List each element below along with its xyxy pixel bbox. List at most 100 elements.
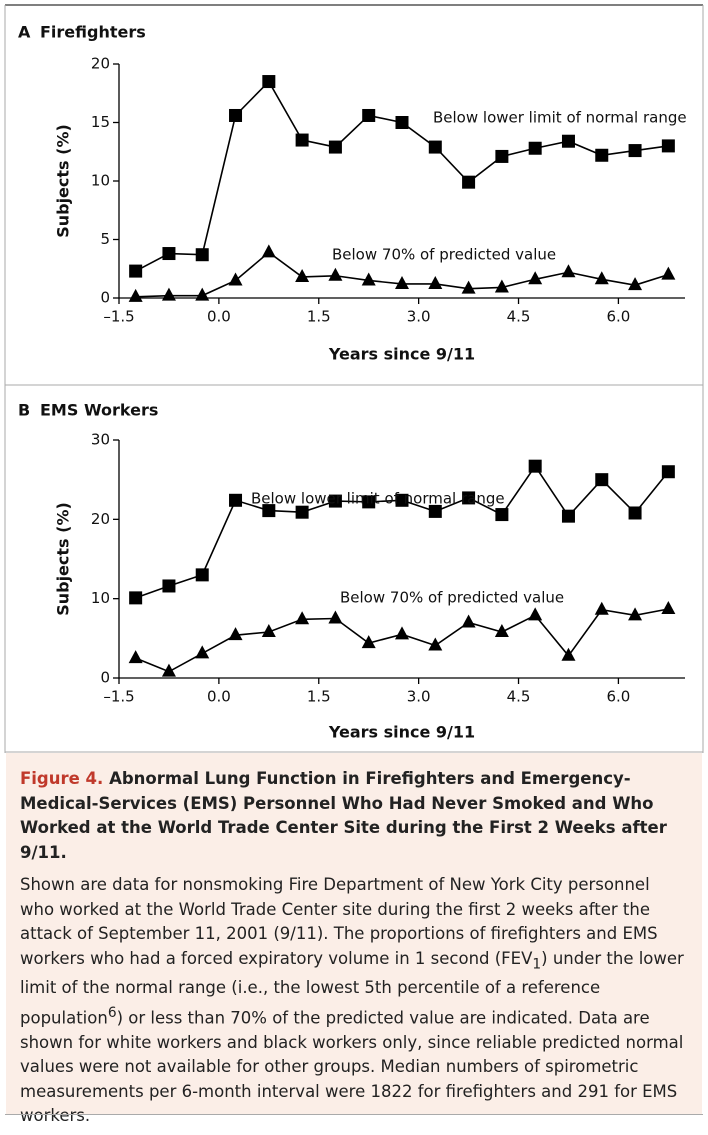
square-marker — [362, 108, 376, 122]
triangle-marker — [661, 266, 676, 280]
triangle-marker — [195, 645, 210, 659]
triangle-marker — [594, 271, 609, 285]
square-marker — [661, 465, 675, 479]
x-tick-label: 6.0 — [606, 688, 630, 706]
square-marker — [262, 75, 276, 89]
triangle-marker — [295, 268, 310, 282]
square-marker — [561, 134, 575, 148]
panel-letter: B — [18, 401, 30, 420]
triangle-marker — [395, 275, 409, 289]
square-marker — [195, 568, 209, 582]
triangle-marker — [261, 623, 276, 637]
caption: Figure 4. Abnormal Lung Function in Fire… — [6, 753, 702, 1125]
x-axis-label: Years since 9/11 — [328, 345, 475, 364]
square-marker — [229, 108, 243, 122]
square-marker — [162, 579, 176, 593]
caption-text: ) under the lower limit of the normal ra… — [20, 948, 684, 1028]
caption-body: Shown are data for nonsmoking Fire Depar… — [20, 873, 688, 1129]
triangle-marker — [161, 287, 176, 301]
triangle-marker — [328, 610, 343, 624]
square-marker — [495, 149, 509, 163]
series-label: Below 70% of predicted value — [340, 589, 564, 607]
square-marker — [495, 508, 509, 522]
square-marker — [462, 491, 476, 505]
triangle-marker — [395, 626, 409, 640]
square-marker — [528, 459, 542, 473]
square-marker — [229, 493, 243, 507]
square-marker — [595, 473, 609, 487]
figure: A Firefighters 0 5 10 15 20 –1.5 0.0 1.5 3.0 4.5 6.0… — [4, 4, 704, 753]
triangle-marker — [561, 264, 576, 278]
square-marker — [295, 505, 309, 519]
square-marker — [428, 140, 442, 154]
square-marker — [395, 493, 409, 507]
square-marker — [628, 506, 642, 520]
triangle-marker — [361, 635, 376, 649]
square-marker — [462, 175, 476, 189]
square-marker — [595, 148, 609, 162]
x-tick-label: –1.5 — [103, 308, 134, 326]
y-tick-label: 5 — [100, 230, 110, 248]
caption-title: Abnormal Lung Function in Firefighters a… — [20, 769, 667, 862]
caption-text: 1 — [532, 955, 542, 972]
y-tick-label: 0 — [100, 669, 110, 687]
x-tick-label: 3.0 — [407, 308, 431, 326]
series-line — [135, 464, 669, 599]
caption-text: Shown are data for nonsmoking Fire Depar… — [20, 875, 658, 968]
x-tick-label: 0.0 — [207, 688, 231, 706]
series-label: Below 70% of predicted value — [332, 246, 556, 264]
square-marker — [395, 116, 409, 129]
triangle-marker — [628, 277, 643, 291]
x-tick-label: 4.5 — [507, 688, 531, 706]
x-tick-label: 1.5 — [307, 688, 331, 706]
frame-bottom — [5, 1114, 703, 1115]
triangle-marker — [561, 647, 576, 661]
square-marker — [129, 264, 143, 278]
triangle-marker — [128, 288, 143, 302]
triangle-marker — [661, 600, 676, 614]
triangle-marker — [161, 663, 176, 677]
triangle-marker — [228, 272, 243, 286]
caption-label: Figure 4. — [20, 769, 104, 788]
y-tick-label: 15 — [91, 113, 110, 131]
triangle-marker — [328, 267, 343, 281]
triangle-marker — [494, 623, 509, 637]
x-tick-label: 4.5 — [507, 308, 531, 326]
triangle-marker — [428, 275, 443, 289]
caption-text: 6 — [107, 1004, 117, 1021]
y-tick-label: 10 — [91, 589, 110, 607]
y-tick-label: 10 — [91, 172, 110, 190]
square-marker — [362, 495, 376, 509]
y-tick-label: 20 — [91, 55, 110, 73]
panel-title: Firefighters — [40, 23, 146, 42]
square-marker — [661, 139, 675, 153]
triangle-marker — [128, 650, 143, 664]
square-marker — [129, 591, 143, 605]
triangle-marker — [295, 611, 310, 625]
square-marker — [295, 133, 309, 147]
panel-title: EMS Workers — [40, 401, 158, 420]
triangle-marker — [628, 607, 643, 621]
square-marker — [561, 509, 575, 523]
panel-letter: A — [18, 23, 31, 42]
square-marker — [328, 494, 342, 508]
square-marker — [428, 504, 442, 518]
square-marker — [262, 504, 276, 518]
triangle-marker — [461, 280, 476, 294]
square-marker — [528, 141, 542, 155]
y-tick-label: 0 — [100, 289, 110, 307]
triangle-marker — [494, 279, 509, 293]
square-marker — [162, 247, 176, 261]
square-marker — [628, 144, 642, 158]
square-marker — [195, 248, 209, 262]
y-tick-label: 30 — [91, 431, 110, 449]
triangle-marker — [428, 637, 443, 651]
square-marker — [328, 140, 342, 154]
triangle-marker — [461, 614, 476, 628]
caption-heading: Figure 4. Abnormal Lung Function in Fire… — [20, 767, 688, 865]
x-tick-label: –1.5 — [103, 688, 134, 706]
triangle-marker — [228, 627, 243, 641]
series-label: Below lower limit of normal range — [251, 490, 505, 508]
triangle-marker — [195, 287, 210, 301]
